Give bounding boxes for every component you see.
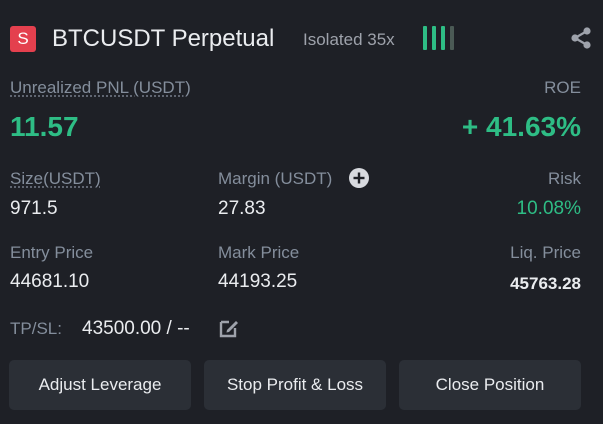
close-position-button[interactable]: Close Position bbox=[399, 360, 581, 410]
mark-price-value: 44193.25 bbox=[218, 271, 298, 292]
margin-value: 27.83 bbox=[218, 198, 266, 219]
size-label[interactable]: Size(USDT) bbox=[10, 169, 101, 188]
entry-price-label: Entry Price bbox=[10, 243, 94, 262]
margin-label: Margin (USDT) bbox=[218, 169, 333, 188]
unrealized-pnl-value: 11.57 bbox=[10, 111, 79, 142]
risk-label: Risk bbox=[547, 169, 581, 188]
entry-price-value: 44681.10 bbox=[10, 271, 90, 292]
mark-price-label: Mark Price bbox=[218, 243, 300, 262]
unrealized-pnl-label[interactable]: Unrealized PNL (USDT) bbox=[10, 78, 191, 97]
stop-profit-loss-button[interactable]: Stop Profit & Loss bbox=[204, 360, 386, 410]
tpsl-value: 43500.00 / -- bbox=[82, 318, 190, 339]
adjust-leverage-button[interactable]: Adjust Leverage bbox=[9, 360, 191, 410]
roe-label: ROE bbox=[544, 78, 581, 97]
side-badge: S bbox=[10, 26, 36, 52]
roe-value: + 41.63% bbox=[461, 111, 581, 142]
symbol-title[interactable]: BTCUSDT Perpetual bbox=[52, 25, 275, 52]
size-value: 971.5 bbox=[10, 198, 58, 219]
liq-price-value: 45763.28 bbox=[510, 274, 581, 293]
edit-icon[interactable] bbox=[218, 317, 240, 339]
position-header: S BTCUSDT Perpetual Isolated 35x bbox=[10, 25, 593, 52]
share-icon[interactable] bbox=[569, 26, 593, 50]
add-margin-icon[interactable] bbox=[349, 168, 369, 188]
risk-bar bbox=[423, 26, 427, 50]
liq-price-label: Liq. Price bbox=[510, 243, 581, 262]
margin-mode-label[interactable]: Isolated 35x bbox=[303, 30, 395, 49]
risk-value: 10.08% bbox=[516, 198, 581, 219]
risk-bar bbox=[450, 26, 454, 50]
risk-bar bbox=[441, 26, 445, 50]
risk-bar bbox=[432, 26, 436, 50]
risk-level-bars bbox=[423, 26, 459, 50]
tpsl-label: TP/SL: bbox=[10, 319, 62, 338]
